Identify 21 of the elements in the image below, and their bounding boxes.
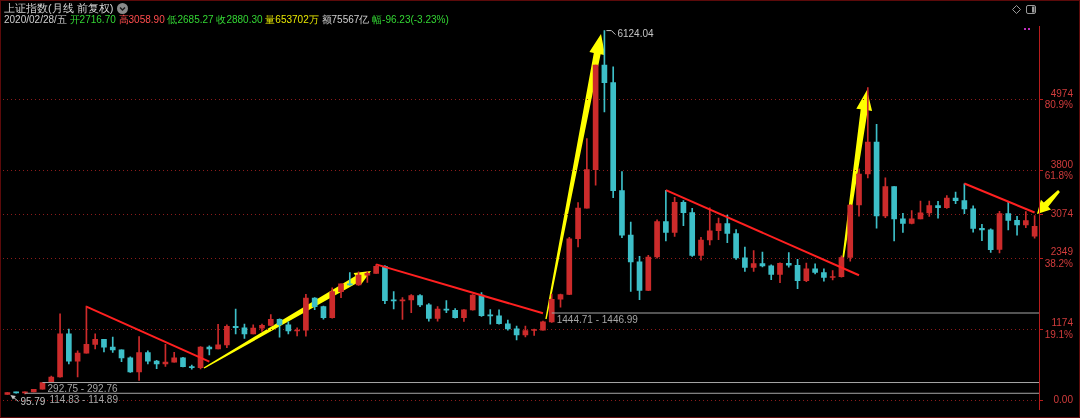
candlestick: [979, 223, 985, 241]
y-tick-label: 0.00: [1053, 393, 1074, 405]
ref-line-label: 292.75 - 292.76: [47, 383, 119, 395]
candlestick: [408, 294, 415, 314]
candlestick: [935, 201, 941, 219]
chart-title: 上证指数(月线 前复权): [4, 1, 114, 16]
y-tick-label: 1174 19.1%: [1044, 317, 1074, 340]
candlestick: [785, 252, 792, 268]
y-tick-label: 2349 38.2%: [1044, 246, 1074, 269]
candlestick: [109, 336, 116, 353]
y-tick-label: 4974 80.9%: [1044, 87, 1074, 111]
candlestick: [829, 270, 836, 281]
ref-line-label: 114.83 - 114.89: [49, 394, 119, 406]
candlestick: [1014, 215, 1020, 236]
chart-subtitle: 2020/02/28/五 开2716.70 高3058.90 低2685.27 收2880.30 量653702万 额75567亿 幅-96.23(-3.23%): [4, 14, 449, 25]
y-tick-label: 3800 61.8%: [1044, 158, 1074, 182]
annotation: 6124.04: [617, 28, 654, 40]
candlestick: [900, 212, 906, 233]
ref-line-label: 1444.71 - 1446.99: [556, 313, 639, 325]
annotation: 95.79: [20, 396, 46, 408]
y-tick-label: 3074: [1050, 208, 1074, 220]
